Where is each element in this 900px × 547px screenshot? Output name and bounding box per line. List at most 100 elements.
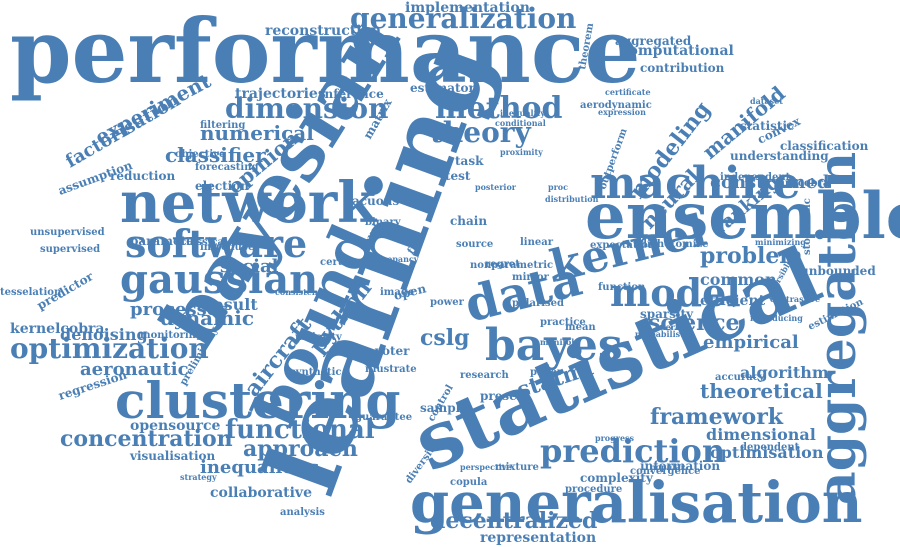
cloud-word-strategy: strategy: [180, 472, 217, 482]
cloud-word-functional: functional: [225, 415, 375, 445]
cloud-word-problem: problem: [700, 243, 803, 269]
cloud-word-filtering: filtering: [200, 120, 245, 131]
cloud-word-science: science: [648, 310, 740, 336]
cloud-word-present: present: [480, 389, 531, 403]
cloud-word-manifold: manifold: [540, 337, 580, 347]
cloud-word-performance: performance: [10, 0, 640, 103]
cloud-word-optimization: optimization: [10, 332, 209, 365]
cloud-word-certified: certified: [320, 257, 367, 268]
cloud-word-introduce: introduce: [200, 242, 254, 253]
cloud-word-guarantee: guarantee: [355, 412, 412, 423]
cloud-word-voter: voter: [374, 344, 410, 358]
cloud-word-ensemble: ensemble: [585, 179, 900, 254]
cloud-word-posterior: posterior: [475, 182, 517, 192]
cloud-word-monitoring: monitoring: [140, 330, 203, 341]
cloud-word-reconstruction: reconstruction: [265, 23, 381, 39]
cloud-word-perspective: perspective: [460, 462, 511, 472]
cloud-word-unsupervised: unsupervised: [30, 227, 105, 238]
cloud-word-aggregation: aggregation: [807, 152, 868, 505]
cloud-word-dependent: dependent: [740, 442, 800, 453]
cloud-word-kernelcobra: kernelcobra: [10, 321, 105, 337]
cloud-word-understanding: understanding: [730, 149, 829, 163]
cloud-word-vacuous: vacuous: [344, 194, 400, 208]
cloud-word-paper: paper: [530, 367, 563, 378]
cloud-word-polarised: polarised: [512, 298, 564, 309]
cloud-word-network: network: [120, 170, 377, 236]
cloud-word-majority: majority: [295, 332, 343, 343]
cloud-word-dimension: dimension: [225, 92, 388, 125]
cloud-word-certificate: certificate: [605, 87, 651, 97]
cloud-word-bayes: bayes: [485, 320, 623, 371]
cloud-word-dataset: dataset: [750, 96, 783, 106]
cloud-word-constrained: constrained: [710, 172, 830, 193]
cloud-word-function: function: [598, 282, 646, 293]
cloud-word-efficient: efficient: [700, 293, 766, 309]
cloud-word-unbounded: unbounded: [800, 264, 876, 278]
cloud-word-statistic: statistic: [740, 119, 794, 133]
cloud-word-objective: objective: [175, 149, 225, 160]
cloud-word-trajectories: trajectories: [235, 86, 326, 102]
cloud-word-image: image: [380, 287, 414, 298]
cloud-word-accuracy: accuracy: [715, 372, 766, 383]
cloud-word-empirical: empirical: [703, 332, 799, 353]
cloud-word-sample: sample: [420, 401, 468, 415]
cloud-word-aerodynamic: aerodynamic: [580, 100, 652, 111]
cloud-word-contrastive: contrastive: [770, 294, 820, 304]
cloud-word-collaborative: collaborative: [210, 485, 312, 501]
cloud-word-inequality: inequality: [500, 108, 545, 118]
cloud-word-chain: chain: [450, 214, 487, 228]
cloud-word-forecasting: forecasting: [195, 162, 258, 173]
cloud-word-software: software: [125, 221, 307, 266]
cloud-word-machine: machine: [590, 158, 801, 209]
cloud-word-derive: derive: [660, 322, 688, 332]
cloud-word-tesselation: tesselation: [0, 287, 62, 298]
cloud-word-introducing: introducing: [750, 313, 803, 323]
cloud-word-estimator: estimator: [410, 81, 476, 95]
cloud-word-processes: processes: [130, 299, 228, 320]
cloud-word-stochastic: stochastic: [802, 198, 813, 255]
cloud-word-nonparametric: nonparametric: [470, 260, 553, 271]
cloud-word-numerical: numerical: [200, 121, 314, 145]
cloud-word-social: social: [220, 256, 279, 277]
cloud-word-copula: copula: [450, 477, 488, 488]
cloud-word-cslg: cslg: [420, 325, 470, 351]
cloud-word-consistency: consistency: [275, 287, 328, 297]
cloud-word-distribution: distribution: [545, 194, 599, 204]
cloud-word-probabilistic: probabilistic: [635, 329, 692, 339]
cloud-word-supervised: supervised: [40, 244, 100, 255]
cloud-word-information: information: [640, 459, 720, 473]
cloud-word-representation: representation: [480, 530, 596, 546]
cloud-word-mixture: mixture: [495, 462, 539, 473]
cloud-word-opensource: opensource: [130, 418, 221, 434]
cloud-word-decentralized: decentralized: [430, 508, 597, 534]
cloud-word-theory: theory: [430, 116, 532, 149]
cloud-word-dichotomize: dichotomize: [640, 239, 709, 250]
cloud-word-parameter: parameter: [130, 234, 201, 248]
cloud-word-generalisation: generalisation: [410, 470, 862, 536]
cloud-word-conditional: conditional: [495, 118, 546, 128]
cloud-word-discrepancy: discrepancy: [365, 254, 419, 264]
cloud-word-common: common: [700, 270, 777, 289]
cloud-word-binary: binary: [365, 217, 402, 228]
cloud-word-classifier: classifier: [165, 143, 266, 167]
cloud-word-classical: classical: [180, 237, 228, 248]
cloud-word-result: result: [205, 295, 258, 314]
cloud-word-expectation: expectation: [590, 240, 656, 251]
cloud-word-proximity: proximity: [500, 147, 543, 157]
cloud-word-classification: classification: [780, 139, 869, 153]
cloud-word-illustrate: illustrate: [365, 364, 417, 375]
cloud-word-inference: inference: [320, 87, 384, 101]
cloud-word-contribution: contribution: [640, 61, 725, 75]
cloud-word-prediction: prediction: [540, 432, 725, 470]
cloud-word-practice: practice: [540, 317, 586, 328]
cloud-word-approach: approach: [243, 436, 358, 462]
cloud-word-mirror: mirror: [512, 272, 550, 283]
cloud-word-research: research: [460, 370, 509, 381]
cloud-word-algorithm: algorithm: [740, 363, 829, 382]
cloud-word-task: task: [455, 154, 484, 168]
cloud-word-inequalities: inequalities: [200, 457, 319, 478]
cloud-word-gaussian: gaussian: [120, 256, 318, 303]
cloud-word-theoretical: theoretical: [700, 379, 823, 403]
